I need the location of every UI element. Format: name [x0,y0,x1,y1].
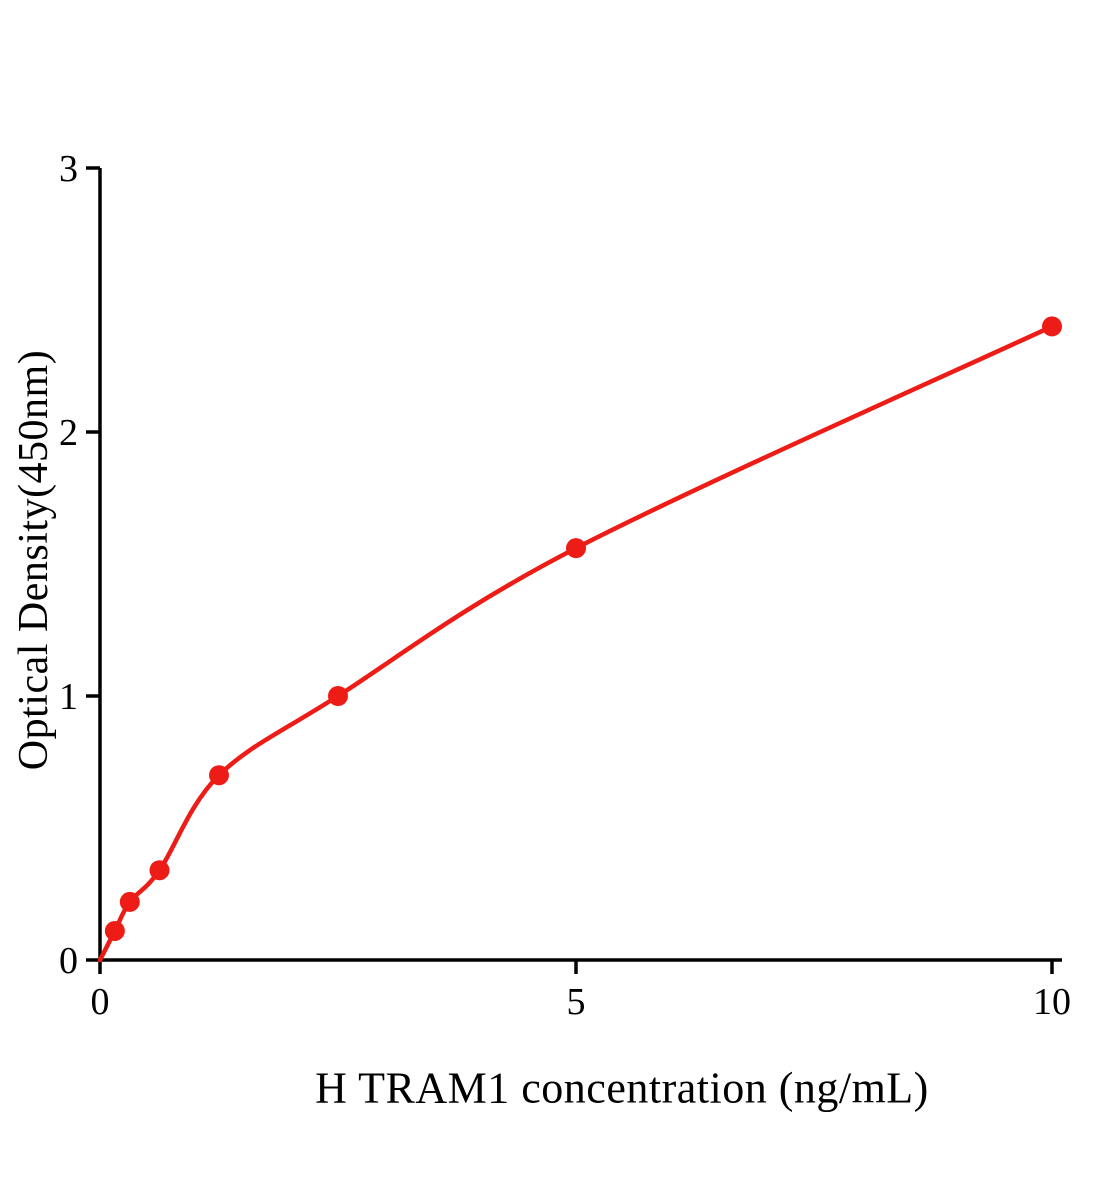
data-point [209,765,229,786]
data-point [119,891,140,912]
y-tick-label: 1 [59,676,78,718]
x-axis-title: H TRAM1 concentration (ng/mL) [315,1063,929,1113]
x-tick-label: 0 [91,981,110,1023]
data-point [149,860,170,881]
data-point [1042,316,1062,337]
axes [98,168,1062,962]
x-tick-label: 10 [1033,981,1071,1023]
data-point [566,538,586,559]
y-tick-label: 3 [59,148,78,190]
data-point [104,920,125,941]
y-tick-label: 2 [59,412,78,454]
y-tick-label: 0 [59,940,78,982]
fit-curve [97,324,1055,963]
y-axis-title: Optical Density(450nm) [11,349,57,771]
x-tick-label: 5 [567,981,586,1023]
data-point [328,686,348,706]
